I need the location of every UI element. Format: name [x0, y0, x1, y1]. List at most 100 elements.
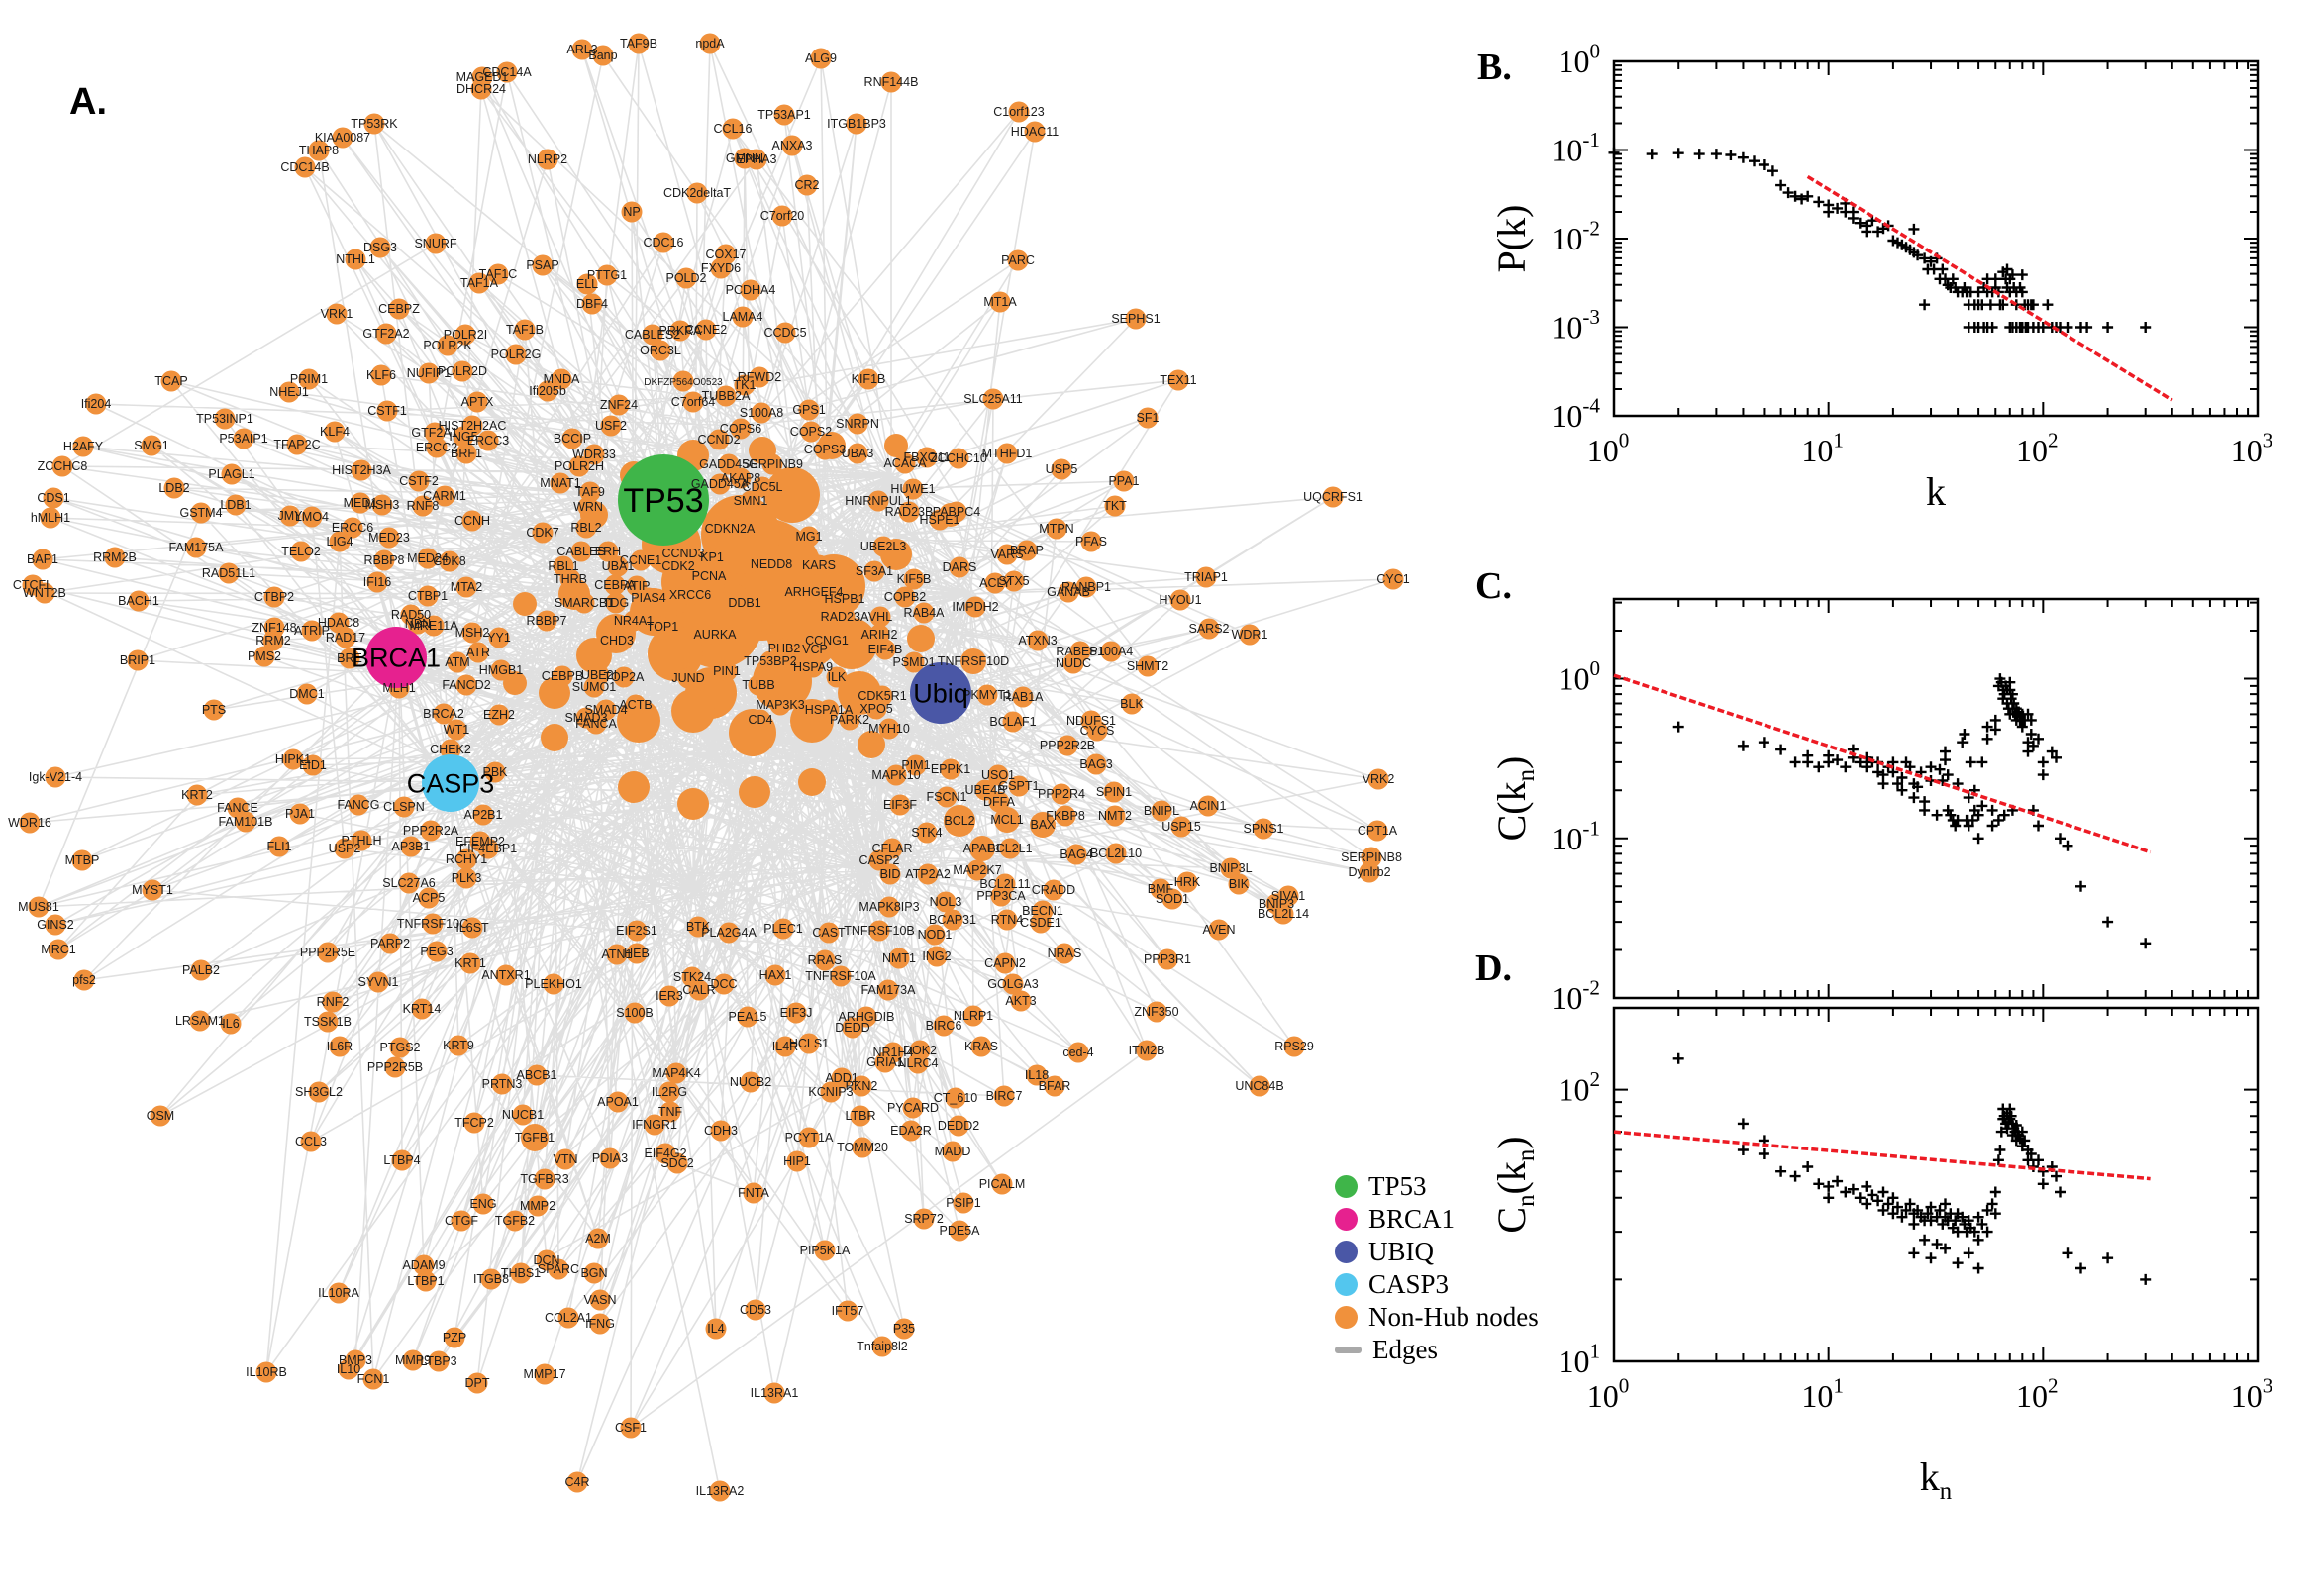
svg-text:USP5: USP5	[1046, 462, 1078, 476]
svg-text:PPP2R2B: PPP2R2B	[1040, 739, 1095, 752]
svg-text:BCL2: BCL2	[944, 814, 974, 828]
svg-text:BID: BID	[880, 867, 901, 881]
svg-text:PSAP: PSAP	[526, 258, 558, 272]
casp3-legend-dot-icon	[1335, 1273, 1358, 1296]
svg-text:MG1: MG1	[795, 530, 822, 544]
legend-item-tp53: TP53	[1335, 1170, 1539, 1203]
panel-label-a: A.	[69, 81, 107, 123]
svg-text:ITGB1BP3: ITGB1BP3	[827, 117, 886, 131]
svg-text:EIF4G2: EIF4G2	[644, 1147, 686, 1160]
svg-text:ING2: ING2	[922, 949, 951, 963]
svg-text:EFEMP2: EFEMP2	[455, 835, 505, 848]
svg-text:DEDD2: DEDD2	[938, 1119, 979, 1133]
svg-text:DKFZP564O0523: DKFZP564O0523	[644, 377, 723, 388]
panel-label-b: B.	[1477, 47, 1512, 88]
svg-text:NBN: NBN	[405, 617, 431, 631]
svg-text:GADD45G: GADD45G	[699, 457, 758, 471]
svg-text:ING5: ING5	[449, 430, 477, 444]
svg-text:EIF4EBP1: EIF4EBP1	[459, 842, 517, 855]
svg-text:ABCB1: ABCB1	[517, 1068, 557, 1082]
svg-text:CDK7: CDK7	[526, 526, 558, 540]
svg-text:PKMYT1: PKMYT1	[962, 688, 1012, 702]
svg-text:ZCCHC10: ZCCHC10	[930, 451, 987, 465]
svg-text:DCC: DCC	[710, 977, 737, 991]
svg-text:EIF3J: EIF3J	[780, 1006, 813, 1020]
legend-item-casp3: CASP3	[1335, 1268, 1539, 1301]
svg-text:HIP1: HIP1	[783, 1154, 811, 1168]
svg-text:ATRIP: ATRIP	[294, 624, 330, 638]
svg-text:FANCA: FANCA	[575, 717, 617, 731]
svg-text:LDB1: LDB1	[220, 498, 251, 512]
svg-text:TDG: TDG	[603, 596, 629, 610]
svg-text:NOD1: NOD1	[918, 928, 953, 942]
svg-text:ORC3L: ORC3L	[640, 344, 681, 357]
svg-text:BLK: BLK	[1120, 697, 1144, 711]
svg-text:TUBB2A: TUBB2A	[702, 389, 751, 403]
svg-text:100: 100	[1587, 429, 1630, 468]
legend-label: TP53	[1368, 1171, 1427, 1201]
svg-text:MMP2: MMP2	[520, 1199, 556, 1213]
svg-text:ANTXR1: ANTXR1	[481, 968, 530, 982]
svg-text:NHEJ1: NHEJ1	[269, 385, 309, 399]
svg-text:TAF1B: TAF1B	[506, 323, 544, 337]
svg-text:TGFB1: TGFB1	[515, 1131, 555, 1145]
svg-text:BMP3: BMP3	[339, 1353, 372, 1367]
svg-text:SEPHS1: SEPHS1	[1111, 312, 1160, 326]
svg-text:BRCA1: BRCA1	[352, 643, 441, 672]
svg-text:GSPT1: GSPT1	[999, 779, 1040, 793]
svg-text:BAP1: BAP1	[27, 552, 58, 566]
svg-text:UBA1: UBA1	[602, 559, 635, 573]
svg-text:PZP: PZP	[443, 1331, 466, 1345]
svg-text:PALB2: PALB2	[182, 963, 220, 977]
svg-text:PEA15: PEA15	[729, 1010, 767, 1024]
svg-text:BECN1: BECN1	[1022, 904, 1063, 918]
svg-text:CTCFL: CTCFL	[13, 578, 52, 592]
svg-text:CDK2deltaT: CDK2deltaT	[663, 186, 731, 200]
svg-text:CCDC5: CCDC5	[763, 326, 806, 340]
svg-text:KRT1: KRT1	[454, 956, 486, 970]
svg-text:RBBP8: RBBP8	[364, 553, 405, 567]
svg-text:APTX: APTX	[461, 395, 494, 409]
svg-text:MTPN: MTPN	[1039, 522, 1073, 536]
svg-text:10-1: 10-1	[1551, 128, 1600, 167]
svg-text:AP2B1: AP2B1	[464, 808, 503, 822]
svg-text:ZNF148: ZNF148	[252, 621, 296, 635]
svg-text:POLR2H: POLR2H	[555, 459, 604, 473]
svg-text:OSM: OSM	[147, 1109, 174, 1123]
svg-text:SLC27A6: SLC27A6	[382, 876, 436, 890]
svg-text:MUS81: MUS81	[18, 900, 59, 914]
svg-text:TK1: TK1	[734, 378, 757, 392]
svg-text:POLD2: POLD2	[666, 271, 707, 285]
svg-text:ERH: ERH	[595, 545, 621, 558]
svg-text:IL10: IL10	[337, 1362, 360, 1376]
svg-text:IFI16: IFI16	[363, 575, 392, 589]
svg-text:PKN2: PKN2	[846, 1079, 878, 1093]
svg-text:LIG4: LIG4	[326, 535, 353, 549]
svg-text:CDC14A: CDC14A	[482, 65, 532, 79]
svg-text:PEG3: PEG3	[420, 945, 453, 958]
svg-text:LRSAM1: LRSAM1	[175, 1014, 225, 1028]
svg-text:LTBP3: LTBP3	[420, 1354, 456, 1368]
svg-text:HMGB1: HMGB1	[479, 663, 524, 677]
svg-text:VHL: VHL	[868, 610, 892, 624]
svg-text:TNFRSF10D: TNFRSF10D	[938, 654, 1009, 668]
svg-text:MYH10: MYH10	[868, 722, 910, 736]
svg-text:CEBPB: CEBPB	[542, 669, 583, 683]
svg-text:CRADD: CRADD	[1032, 883, 1075, 897]
svg-text:MMP17: MMP17	[523, 1367, 565, 1381]
svg-text:HDAC11: HDAC11	[1011, 125, 1059, 139]
svg-text:TAF9: TAF9	[575, 485, 605, 499]
svg-text:CASP3: CASP3	[407, 768, 495, 798]
svg-text:APOA1: APOA1	[597, 1095, 639, 1109]
svg-text:FXYD6: FXYD6	[701, 261, 741, 275]
network-legend: TP53 BRCA1 UBIQ CASP3 Non-Hub nodes Edge…	[1335, 1170, 1539, 1366]
svg-text:TP53AP1: TP53AP1	[758, 108, 811, 122]
svg-text:PLA2G4A: PLA2G4A	[701, 926, 757, 940]
svg-text:UBE4B: UBE4B	[965, 783, 1006, 797]
svg-text:HUWE1: HUWE1	[890, 482, 935, 496]
svg-text:WDR1: WDR1	[1232, 628, 1268, 642]
svg-text:SPIN1: SPIN1	[1096, 785, 1132, 799]
svg-text:CASP2: CASP2	[859, 853, 900, 867]
svg-text:ARHGEF4: ARHGEF4	[784, 585, 843, 599]
svg-text:PSIP1: PSIP1	[946, 1196, 980, 1210]
